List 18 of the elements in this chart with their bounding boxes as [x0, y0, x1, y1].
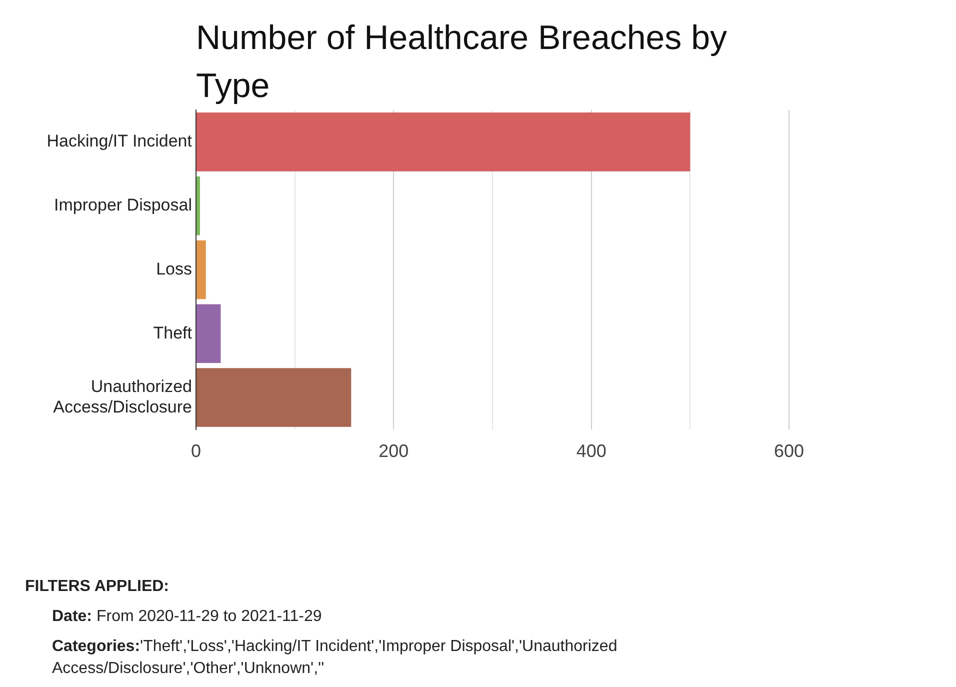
chart-title: Number of Healthcare Breaches by Type: [196, 18, 728, 107]
y-tick-label: Loss: [156, 259, 192, 278]
bar: [196, 240, 206, 300]
bar: [196, 112, 690, 172]
y-tick-label: Unauthorized Access/Disclosure: [53, 376, 192, 416]
y-tick-label: Hacking/IT Incident: [46, 132, 192, 151]
x-tick-label: 200: [378, 441, 409, 462]
x-tick-label: 400: [576, 441, 606, 462]
text: FILTERS APPLIED:: [25, 577, 170, 597]
text: Date: From 2020-11-29 to 2021-11-29: [52, 607, 323, 627]
y-tick-label: Theft: [153, 323, 192, 342]
bar: [196, 304, 221, 363]
x-tick-label: 600: [774, 441, 804, 462]
bar: [196, 368, 352, 427]
x-tick-label: 0: [190, 441, 202, 462]
bar: [196, 176, 200, 236]
y-tick-label: Improper Disposal: [54, 196, 192, 215]
text: Categories:'Theft','Loss','Hacking/IT Incident','Improper Disposal','Unauthorized Access/Disclosure','Other','Unknown','': [52, 637, 618, 679]
